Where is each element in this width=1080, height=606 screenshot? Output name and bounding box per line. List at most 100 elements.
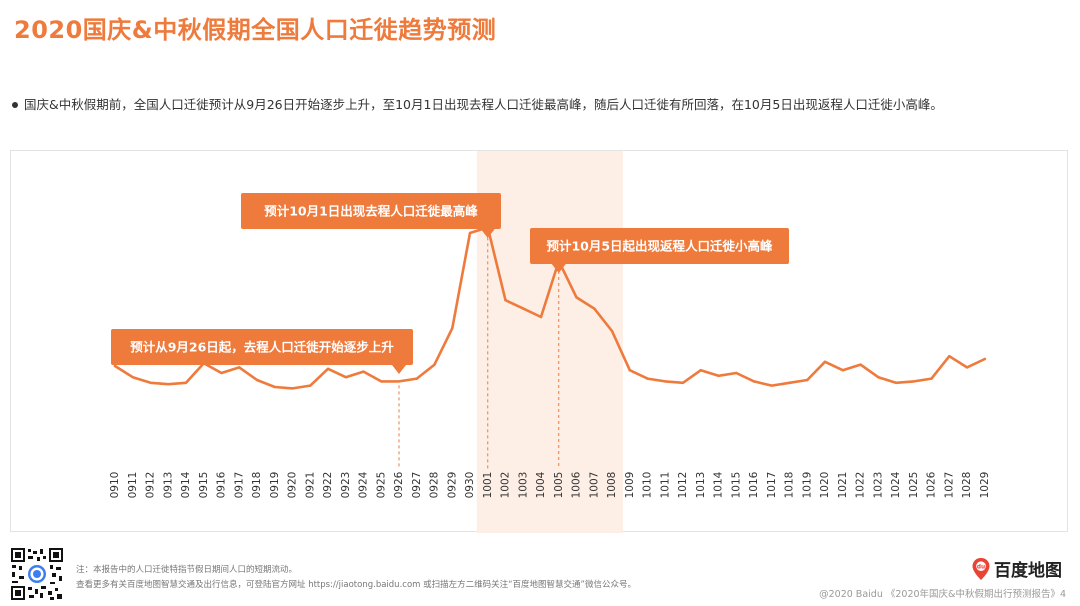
svg-text:du: du xyxy=(977,564,985,570)
data-point-1028 xyxy=(965,366,969,369)
footer-note-1: 注：本报告中的人口迁徙特指节假日期间人口的短期流动。 xyxy=(76,565,298,575)
x-tick-0914: 0914 xyxy=(180,471,192,498)
data-point-1020 xyxy=(823,360,827,363)
data-point-0925 xyxy=(380,380,383,383)
x-tick-0912: 0912 xyxy=(145,472,157,499)
x-tick-0911: 0911 xyxy=(127,472,139,499)
data-point-0913 xyxy=(167,383,170,386)
baidu-map-logo[interactable]: du 百度地图 xyxy=(972,556,1062,581)
bullet-dot-icon xyxy=(12,101,18,108)
x-tick-0913: 0913 xyxy=(162,472,174,499)
x-tick-0910: 0910 xyxy=(109,472,121,499)
data-point-1029 xyxy=(983,357,986,361)
x-tick-0916: 0916 xyxy=(216,471,228,498)
data-point-0920 xyxy=(291,387,294,390)
callout-text: 预计从9月26日起，去程人口迁徙开始逐步上升 xyxy=(130,340,394,355)
data-point-1014 xyxy=(717,374,720,377)
data-point-1025 xyxy=(912,380,915,383)
x-tick-1008: 1008 xyxy=(606,472,618,499)
x-tick-1027: 1027 xyxy=(943,472,955,499)
x-tick-1010: 1010 xyxy=(642,472,654,499)
callout-0926: 预计从9月26日起，去程人口迁徙开始逐步上升 xyxy=(111,329,413,374)
data-point-1026 xyxy=(930,377,933,380)
summary-bullet: 国庆&中秋假期前，全国人口迁徙预计从9月26日开始逐步上升，至10月1日出现去程… xyxy=(12,94,943,113)
callout-1005: 预计10月5日起出现返程人口迁徙小高峰 xyxy=(530,228,789,273)
x-tick-1025: 1025 xyxy=(908,472,920,499)
x-tick-1006: 1006 xyxy=(571,471,583,498)
data-point-1024 xyxy=(894,381,898,384)
x-tick-1003: 1003 xyxy=(517,472,529,499)
x-tick-0929: 0929 xyxy=(446,472,458,499)
data-point-1006 xyxy=(575,296,578,299)
footer-notes: 注：本报告中的人口迁徙特指节假日期间人口的短期流动。 查看更多有关百度地图智慧交… xyxy=(76,563,636,593)
data-point-1012 xyxy=(681,381,685,384)
data-point-1002 xyxy=(504,299,507,302)
x-tick-1009: 1009 xyxy=(624,472,636,499)
x-tick-1005: 1005 xyxy=(553,472,565,499)
x-tick-1024: 1024 xyxy=(890,471,902,498)
data-point-1022 xyxy=(859,363,862,366)
footer-note-2[interactable]: 查看更多有关百度地图智慧交通及出行信息，可登陆官方网址 https://jiao… xyxy=(76,580,636,590)
data-point-1011 xyxy=(664,380,667,383)
data-point-0911 xyxy=(131,376,134,379)
x-tick-1013: 1013 xyxy=(695,472,707,499)
data-point-0918 xyxy=(255,378,259,382)
data-point-0924 xyxy=(362,370,365,373)
data-point-1019 xyxy=(806,378,809,382)
map-pin-icon: du xyxy=(972,557,990,580)
x-tick-0920: 0920 xyxy=(287,472,299,499)
data-point-1027 xyxy=(948,355,951,358)
page-title: 2020国庆&中秋假期全国人口迁徙趋势预测 xyxy=(14,16,497,44)
callout-pointer xyxy=(480,229,495,238)
callout-pointer xyxy=(551,264,566,273)
x-tick-1026: 1026 xyxy=(926,471,938,498)
data-point-0930 xyxy=(468,231,472,235)
data-point-1016 xyxy=(752,380,756,383)
x-tick-0919: 0919 xyxy=(269,472,281,499)
data-point-0928 xyxy=(433,363,436,366)
x-tick-0927: 0927 xyxy=(411,472,423,499)
data-point-0917 xyxy=(238,366,241,369)
x-tick-0930: 0930 xyxy=(464,472,476,499)
x-tick-1007: 1007 xyxy=(588,472,600,499)
x-tick-0915: 0915 xyxy=(198,472,210,499)
data-point-0926 xyxy=(397,380,401,383)
x-tick-1017: 1017 xyxy=(766,472,778,499)
x-tick-1020: 1020 xyxy=(819,472,831,499)
data-point-0922 xyxy=(326,367,330,370)
x-tick-1022: 1022 xyxy=(855,472,867,499)
migration-trend-chart: 预计从9月26日起，去程人口迁徙开始逐步上升 预计10月1日出现去程人口迁徙最高峰… xyxy=(109,151,991,533)
holiday-highlight-band xyxy=(476,151,623,533)
callout-pointer xyxy=(392,365,406,374)
data-point-0929 xyxy=(451,327,454,330)
data-point-0921 xyxy=(309,384,312,387)
x-tick-1014: 1014 xyxy=(713,471,725,498)
x-tick-1019: 1019 xyxy=(801,472,813,499)
chart-panel: 预计从9月26日起，去程人口迁徙开始逐步上升 预计10月1日出现去程人口迁徙最高峰… xyxy=(10,150,1068,533)
x-tick-1004: 1004 xyxy=(535,471,547,498)
data-point-1010 xyxy=(646,377,649,380)
x-tick-0923: 0923 xyxy=(340,472,352,499)
data-point-1007 xyxy=(593,307,596,310)
data-point-0910 xyxy=(113,364,117,368)
migration-series-line xyxy=(113,226,987,390)
x-tick-1029: 1029 xyxy=(979,472,991,499)
data-point-1021 xyxy=(841,369,844,372)
data-point-0914 xyxy=(184,381,188,384)
x-tick-1023: 1023 xyxy=(872,472,884,499)
data-point-0919 xyxy=(273,385,276,389)
x-tick-0917: 0917 xyxy=(233,472,245,499)
callout-1001: 预计10月1日出现去程人口迁徙最高峰 xyxy=(241,193,501,238)
x-tick-1011: 1011 xyxy=(659,472,671,499)
data-point-1004 xyxy=(539,315,543,319)
qr-code-icon[interactable] xyxy=(10,547,64,601)
data-point-1003 xyxy=(522,307,525,310)
x-tick-0928: 0928 xyxy=(429,472,441,499)
callout-box xyxy=(530,228,789,264)
x-tick-0922: 0922 xyxy=(322,472,334,499)
callout-box xyxy=(241,193,501,229)
x-tick-0926: 0926 xyxy=(393,471,405,498)
x-tick-1016: 1016 xyxy=(748,471,760,498)
x-tick-0925: 0925 xyxy=(375,472,387,499)
x-tick-0921: 0921 xyxy=(304,472,316,499)
